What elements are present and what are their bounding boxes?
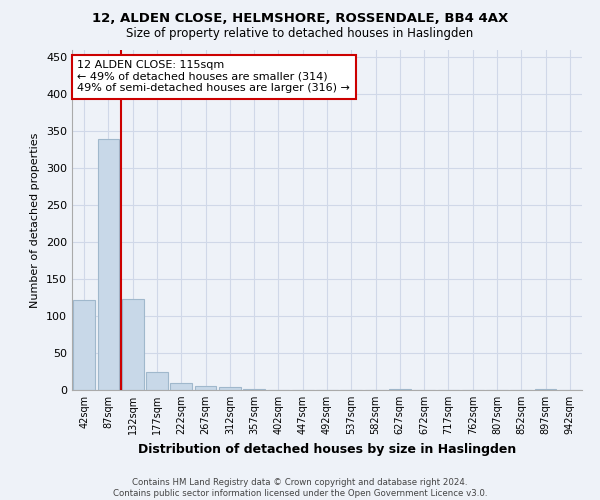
- Text: Contains HM Land Registry data © Crown copyright and database right 2024.
Contai: Contains HM Land Registry data © Crown c…: [113, 478, 487, 498]
- Text: 12, ALDEN CLOSE, HELMSHORE, ROSSENDALE, BB4 4AX: 12, ALDEN CLOSE, HELMSHORE, ROSSENDALE, …: [92, 12, 508, 26]
- Bar: [122, 299, 143, 390]
- Bar: [194, 386, 217, 390]
- Bar: [170, 382, 192, 390]
- Bar: [535, 388, 556, 390]
- X-axis label: Distribution of detached houses by size in Haslingden: Distribution of detached houses by size …: [138, 442, 516, 456]
- Bar: [97, 138, 119, 390]
- Y-axis label: Number of detached properties: Number of detached properties: [31, 132, 40, 308]
- Bar: [219, 387, 241, 390]
- Bar: [146, 372, 168, 390]
- Text: 12 ALDEN CLOSE: 115sqm
← 49% of detached houses are smaller (314)
49% of semi-de: 12 ALDEN CLOSE: 115sqm ← 49% of detached…: [77, 60, 350, 94]
- Bar: [73, 300, 95, 390]
- Text: Size of property relative to detached houses in Haslingden: Size of property relative to detached ho…: [127, 28, 473, 40]
